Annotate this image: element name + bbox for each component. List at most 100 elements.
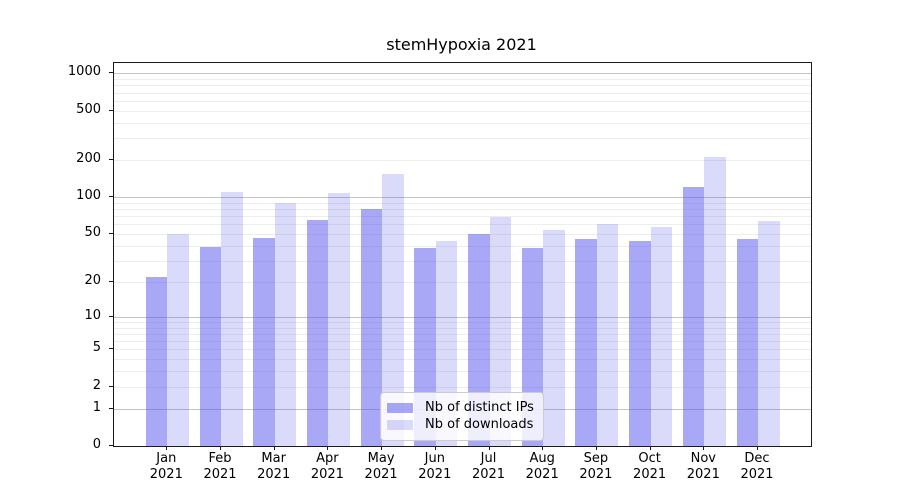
x-tick-mark bbox=[649, 446, 651, 450]
y-tick-mark bbox=[109, 407, 113, 409]
x-tick-year: 2021 bbox=[525, 467, 559, 482]
gridline-minor bbox=[114, 359, 811, 361]
gridline-minor bbox=[114, 138, 811, 140]
plot-area bbox=[113, 62, 812, 447]
y-tick-label: 1000 bbox=[67, 64, 101, 80]
legend-swatch-distinct-ips bbox=[387, 403, 413, 413]
x-tick-label-oct: Oct 2021 bbox=[618, 451, 682, 483]
bar-downloads-sep bbox=[596, 224, 619, 446]
x-tick-mark bbox=[595, 446, 597, 450]
gridline-minor bbox=[114, 110, 811, 112]
x-tick-label-nov: Nov 2021 bbox=[671, 451, 735, 483]
bar-distinct-ips-jan bbox=[145, 276, 168, 446]
bar-distinct-ips-sep bbox=[575, 239, 597, 446]
gridline-minor bbox=[114, 159, 811, 161]
x-tick-label-sep: Sep 2021 bbox=[564, 451, 628, 483]
legend-swatch-downloads bbox=[387, 420, 413, 430]
bar-downloads-oct bbox=[650, 226, 673, 446]
legend-item-distinct-ips: Nb of distinct IPs bbox=[387, 400, 534, 416]
gridline-minor bbox=[114, 202, 811, 204]
x-tick-label-jan: Jan 2021 bbox=[134, 451, 198, 483]
y-tick-label: 0 bbox=[92, 437, 101, 452]
bar-distinct-ips-may bbox=[360, 208, 383, 446]
x-tick-year: 2021 bbox=[149, 467, 183, 482]
x-tick-label-jun: Jun 2021 bbox=[403, 451, 467, 483]
gridline-minor bbox=[114, 327, 811, 329]
bar-distinct-ips-dec bbox=[736, 239, 758, 446]
gridline-minor bbox=[114, 260, 811, 262]
y-tick-label: 500 bbox=[76, 101, 101, 117]
legend: Nb of distinct IPs Nb of downloads bbox=[380, 392, 544, 441]
x-tick-mark bbox=[703, 446, 705, 450]
x-tick-year: 2021 bbox=[364, 467, 398, 482]
bar-distinct-ips-nov bbox=[682, 187, 705, 446]
bar-downloads-aug bbox=[543, 229, 565, 446]
legend-label-downloads: Nb of downloads bbox=[425, 417, 534, 432]
y-tick-mark bbox=[109, 232, 113, 234]
x-tick-mark bbox=[327, 446, 329, 450]
y-tick-label: 5 bbox=[92, 340, 101, 356]
x-tick-mark bbox=[220, 446, 221, 450]
bar-downloads-nov bbox=[704, 157, 726, 446]
x-tick-mark bbox=[166, 446, 168, 450]
gridline-minor bbox=[114, 333, 811, 335]
gridline-minor bbox=[114, 224, 811, 226]
x-tick-label-aug: Aug 2021 bbox=[510, 451, 574, 483]
x-tick-year: 2021 bbox=[257, 467, 291, 482]
gridline-minor bbox=[114, 79, 811, 80]
gridline-minor bbox=[114, 233, 811, 235]
y-tick-mark bbox=[109, 348, 113, 350]
x-tick-label-jul: Jul 2021 bbox=[457, 451, 521, 483]
y-tick-mark bbox=[109, 445, 113, 446]
bar-downloads-jan bbox=[167, 233, 189, 446]
bar-distinct-ips-feb bbox=[199, 247, 221, 446]
gridline-minor bbox=[114, 349, 811, 351]
bar-distinct-ips-oct bbox=[629, 240, 651, 446]
x-tick-year: 2021 bbox=[310, 467, 344, 482]
x-tick-mark bbox=[542, 446, 544, 450]
x-tick-mark bbox=[273, 446, 275, 450]
y-tick-mark bbox=[109, 315, 113, 317]
x-tick-mark bbox=[757, 446, 758, 450]
gridline-minor bbox=[114, 216, 811, 217]
y-tick-label: 1 bbox=[92, 399, 101, 415]
gridline-minor bbox=[114, 281, 811, 283]
x-tick-year: 2021 bbox=[686, 467, 720, 482]
y-tick-mark bbox=[109, 196, 113, 197]
x-tick-label-feb: Feb 2021 bbox=[188, 451, 252, 483]
gridline-minor bbox=[114, 245, 811, 247]
gridline-minor bbox=[114, 122, 811, 124]
x-tick-label-dec: Dec 2021 bbox=[725, 451, 789, 483]
bar-distinct-ips-mar bbox=[253, 238, 275, 446]
bar-downloads-may bbox=[382, 173, 404, 446]
y-tick-mark bbox=[109, 385, 113, 387]
bar-downloads-jul bbox=[489, 216, 511, 446]
y-tick-mark bbox=[109, 72, 113, 74]
x-tick-mark bbox=[488, 446, 490, 450]
x-tick-mark bbox=[434, 446, 436, 450]
bar-downloads-apr bbox=[328, 193, 350, 446]
bar-downloads-mar bbox=[274, 202, 297, 446]
y-tick-mark bbox=[109, 280, 113, 282]
x-tick-year: 2021 bbox=[471, 467, 506, 482]
gridline-minor bbox=[114, 92, 811, 94]
gridline-minor bbox=[114, 341, 811, 342]
bar-distinct-ips-apr bbox=[306, 220, 329, 446]
legend-label-distinct-ips: Nb of distinct IPs bbox=[425, 400, 534, 415]
x-tick-year: 2021 bbox=[633, 467, 667, 482]
y-tick-label: 2 bbox=[92, 377, 101, 393]
gridline-minor bbox=[114, 100, 811, 102]
legend-item-downloads: Nb of downloads bbox=[387, 417, 534, 433]
x-tick-label-mar: Mar 2021 bbox=[242, 451, 306, 483]
x-tick-label-apr: Apr 2021 bbox=[295, 451, 359, 483]
chart-title: stemHypoxia 2021 bbox=[386, 35, 537, 54]
bar-downloads-feb bbox=[221, 191, 243, 446]
x-tick-label-may: May 2021 bbox=[349, 451, 413, 483]
x-tick-year: 2021 bbox=[418, 467, 452, 482]
y-tick-label: 200 bbox=[76, 150, 101, 166]
y-tick-mark bbox=[109, 158, 113, 160]
gridline-major bbox=[114, 73, 811, 75]
gridline-major bbox=[114, 197, 811, 198]
y-tick-label: 50 bbox=[84, 224, 101, 240]
